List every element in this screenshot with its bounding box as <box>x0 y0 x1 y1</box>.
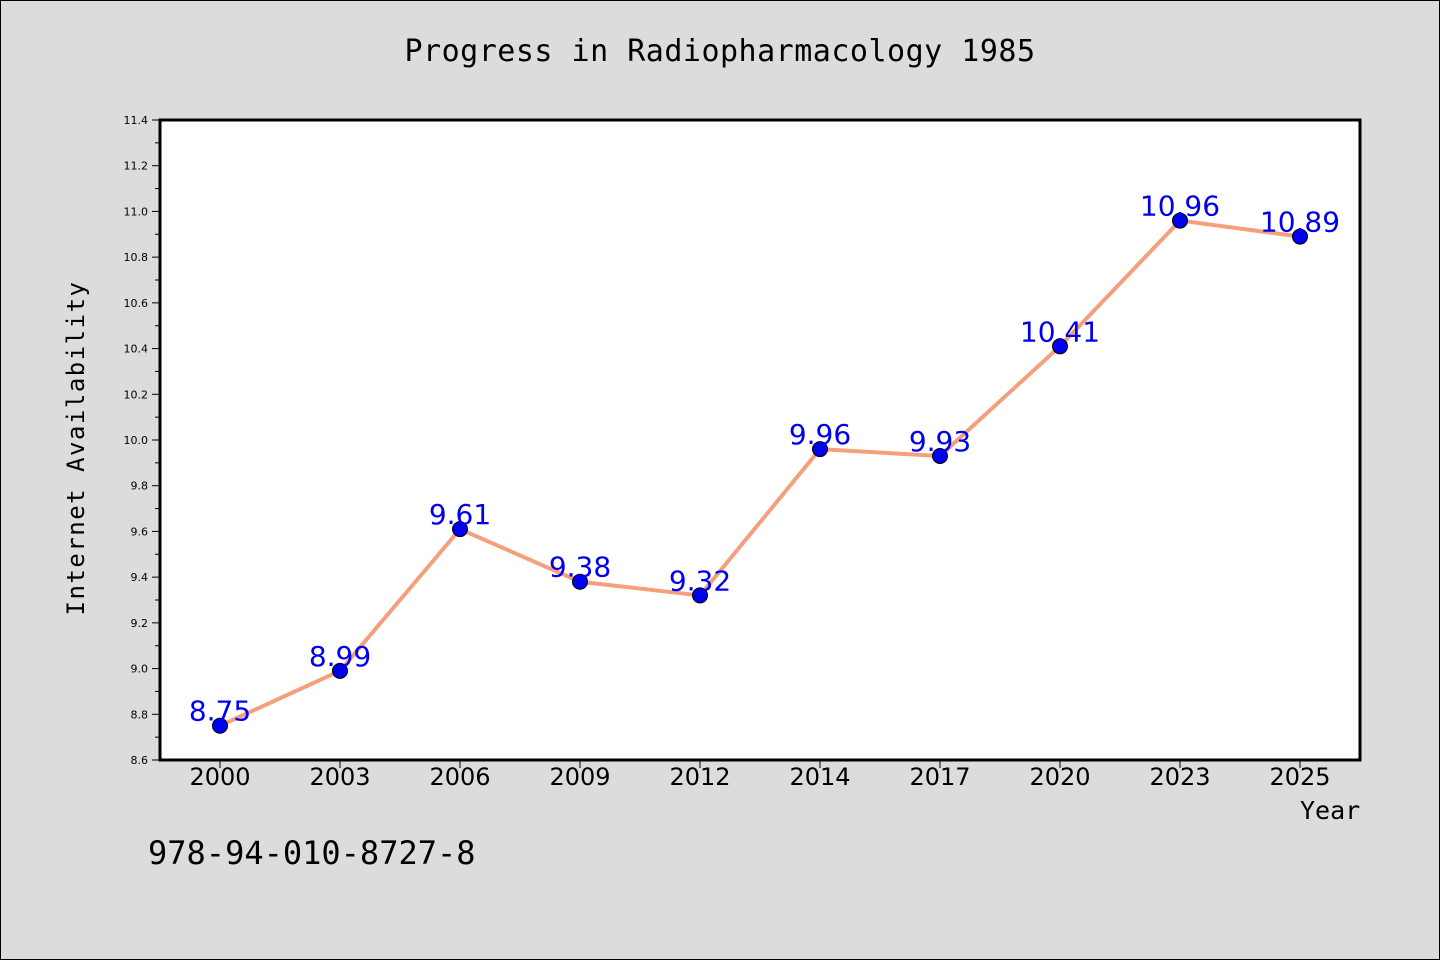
y-tick-label: 9.4 <box>131 571 149 584</box>
x-tick-label: 2023 <box>1149 763 1210 791</box>
data-label: 10.89 <box>1260 206 1340 239</box>
x-axis-label: Year <box>1300 796 1361 825</box>
x-tick-label: 2009 <box>549 763 610 791</box>
x-tick-label: 2012 <box>669 763 730 791</box>
y-tick-label: 10.0 <box>124 434 149 447</box>
x-tick-label: 2000 <box>189 763 250 791</box>
data-point <box>572 573 588 590</box>
data-point <box>1052 338 1068 355</box>
x-tick-label: 2020 <box>1029 763 1090 791</box>
y-tick-label: 10.2 <box>124 388 149 401</box>
y-axis: 8.6 8.8 9.0 9.2 9.4 9.6 9.8 10.0 10.2 10.4 10.6 10.… <box>124 114 160 767</box>
data-label: 9.93 <box>909 425 971 458</box>
y-tick-label: 11.4 <box>124 114 149 127</box>
y-tick-label: 8.8 <box>131 708 149 721</box>
y-tick-label: 9.0 <box>131 663 149 676</box>
y-tick-label: 9.2 <box>131 617 149 630</box>
data-label: 9.38 <box>549 551 611 584</box>
data-label: 9.96 <box>789 418 851 451</box>
y-tick-label: 9.8 <box>131 480 149 493</box>
x-tick-label: 2003 <box>309 763 370 791</box>
data-point <box>212 717 228 734</box>
x-tick-label: 2017 <box>909 763 970 791</box>
y-tick-label: 10.8 <box>124 251 149 264</box>
y-tick-label: 11.0 <box>124 205 149 218</box>
x-tick-label: 2025 <box>1269 763 1330 791</box>
data-point <box>812 441 828 458</box>
series-line <box>219 218 1301 728</box>
data-point <box>932 448 948 464</box>
y-axis-label: Internet Availability <box>62 280 90 616</box>
data-point <box>1292 228 1308 245</box>
x-tick-label: 2006 <box>429 763 490 791</box>
x-tick-label: 2014 <box>789 763 850 791</box>
data-label: 10.41 <box>1020 315 1100 348</box>
data-point <box>332 662 348 679</box>
data-label: 9.61 <box>429 498 491 531</box>
data-label: 8.75 <box>189 695 251 728</box>
y-tick-label: 10.4 <box>124 343 149 356</box>
y-tick-label: 11.2 <box>124 160 149 173</box>
y-tick-label: 9.6 <box>131 525 149 538</box>
data-label: 9.32 <box>669 564 731 597</box>
plot-area <box>158 118 1362 762</box>
series-group: 8.75 8.99 9.61 9.38 9.32 9.96 9.93 10.41 10.96 10… <box>189 190 1340 734</box>
data-point <box>452 521 468 538</box>
isbn-code: 978-94-010-8727-8 <box>148 834 476 872</box>
data-point <box>1172 212 1188 229</box>
data-label: 8.99 <box>309 640 371 673</box>
data-point <box>692 587 708 604</box>
y-tick-label: 10.6 <box>124 297 149 310</box>
data-label: 10.96 <box>1140 190 1220 223</box>
x-axis: 2000 2003 2006 2009 2012 2014 2017 2020 2023 2025 <box>189 760 1331 791</box>
y-tick-label: 8.6 <box>131 754 149 767</box>
chart-title: Progress in Radiopharmacology 1985 <box>404 34 1036 69</box>
